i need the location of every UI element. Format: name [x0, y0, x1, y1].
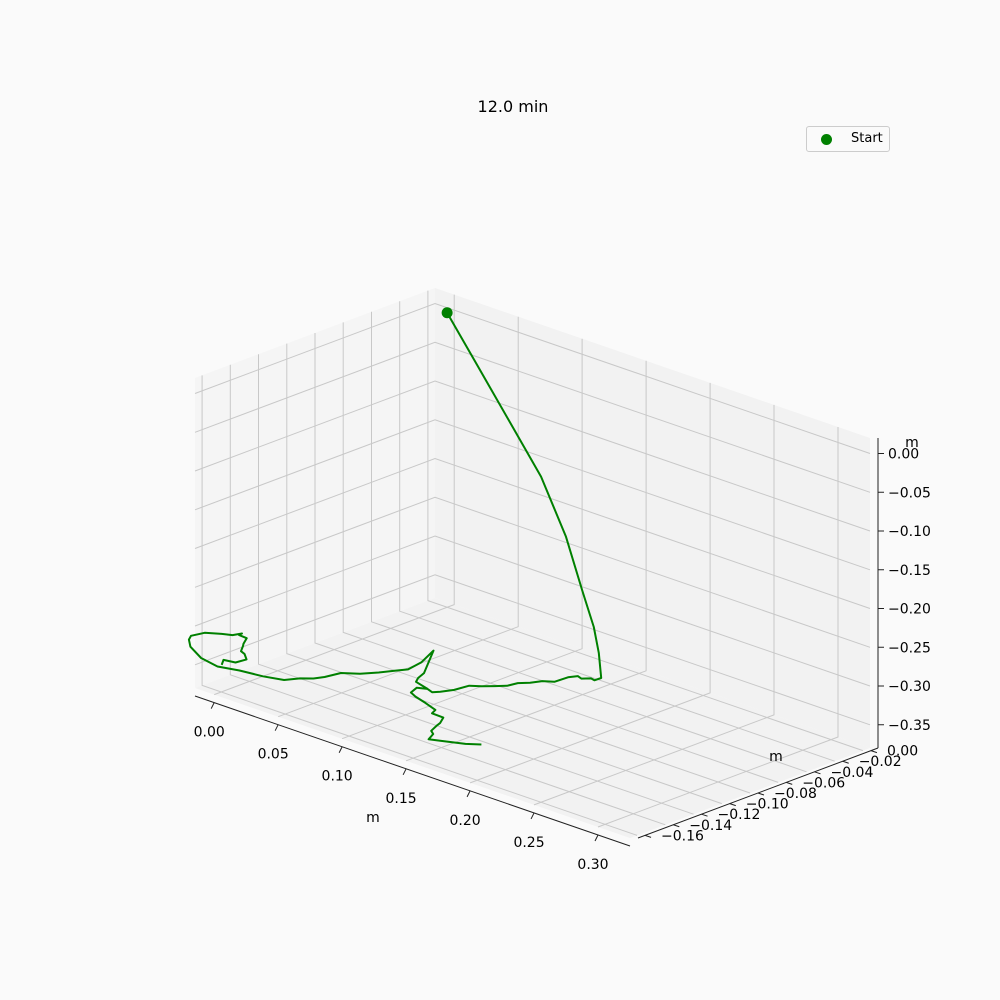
y-tick [644, 834, 652, 838]
y-tick-label: −0.14 [689, 818, 732, 834]
y-grid-line [371, 311, 807, 773]
x-tick [530, 812, 535, 820]
y-grid-line [286, 343, 722, 805]
x-tick [210, 702, 215, 709]
x-tick [338, 746, 343, 753]
y-grid-line [201, 375, 638, 836]
y-tick-label: −0.12 [718, 807, 761, 823]
x-grid-line [341, 338, 583, 740]
y-grid-line [314, 333, 751, 794]
y-tick [757, 792, 765, 796]
x-tick [274, 724, 279, 731]
z-grid-line [194, 302, 871, 454]
y-grid-line [342, 322, 779, 783]
y-tick-label: −0.06 [802, 775, 845, 791]
y-tick-label: −0.02 [859, 754, 902, 770]
z-axis-label: m [905, 435, 919, 451]
y-tick [786, 781, 793, 785]
z-grid-line [194, 535, 871, 687]
series-layer [187, 307, 603, 746]
z-grid-line [194, 380, 871, 532]
z-tick-label: −0.05 [888, 485, 931, 501]
x-axis-line [194, 695, 631, 847]
z-tick-label: −0.25 [888, 640, 931, 656]
back-pane [435, 288, 870, 748]
start-marker [441, 307, 453, 319]
y-grid-line [427, 290, 864, 752]
legend: Start [806, 126, 890, 152]
y-tick-label: −0.08 [774, 786, 817, 802]
x-axis-label: m [366, 810, 380, 826]
z-tick-label: −0.30 [888, 679, 931, 695]
x-tick-label: 0.00 [194, 725, 225, 741]
x-grid-line [405, 360, 647, 762]
z-grid-line [194, 574, 871, 726]
y-grid-line [258, 354, 694, 815]
z-grid-line [194, 419, 871, 571]
y-tick [842, 760, 849, 764]
x-grid-line [469, 382, 711, 784]
x-tick [594, 834, 599, 842]
legend-start-label: Start [851, 131, 883, 146]
x-tick-label: 0.05 [258, 747, 289, 763]
axis-ticks: 0.000.050.100.150.200.250.300.00−0.02−0.… [194, 447, 931, 873]
y-grid-line [399, 301, 835, 762]
y-tick [814, 771, 821, 775]
z-tick-label: −0.15 [888, 563, 931, 579]
x-tick [466, 790, 471, 798]
x-tick-label: 0.30 [577, 857, 608, 873]
x-grid-line [597, 427, 839, 828]
y-tick-label: −0.16 [661, 828, 704, 844]
z-grid-line [194, 341, 871, 493]
z-tick-label: 0.00 [888, 447, 919, 463]
y-tick-label: −0.10 [746, 797, 789, 813]
x-grid-line [214, 294, 455, 696]
x-tick-label: 0.20 [449, 813, 480, 829]
y-axis-label: m [769, 749, 783, 765]
z-tick-label: −0.35 [888, 718, 931, 734]
z-tick-label: −0.10 [888, 524, 931, 540]
chart-title: 12.0 min [478, 97, 549, 116]
x-tick-label: 0.15 [386, 791, 417, 807]
y-tick [870, 750, 878, 754]
y-tick [729, 803, 736, 807]
grid-lines [194, 290, 871, 836]
x-tick-label: 0.10 [322, 769, 353, 785]
y-tick-label: 0.00 [887, 744, 918, 760]
y-tick-label: −0.04 [830, 765, 873, 781]
y-grid-line [229, 364, 666, 826]
x-tick-label: 0.25 [513, 835, 544, 851]
y-tick [673, 824, 680, 828]
trajectory-line [409, 312, 603, 746]
z-tick-label: −0.20 [888, 602, 931, 618]
x-grid-line [278, 316, 519, 718]
trajectory-line-return [187, 631, 435, 690]
z-grid-line [194, 457, 871, 609]
z-grid-line [194, 496, 871, 648]
y-tick [701, 813, 708, 817]
legend-start-marker [821, 134, 832, 145]
x-tick [402, 768, 407, 776]
x-grid-line [533, 404, 775, 806]
